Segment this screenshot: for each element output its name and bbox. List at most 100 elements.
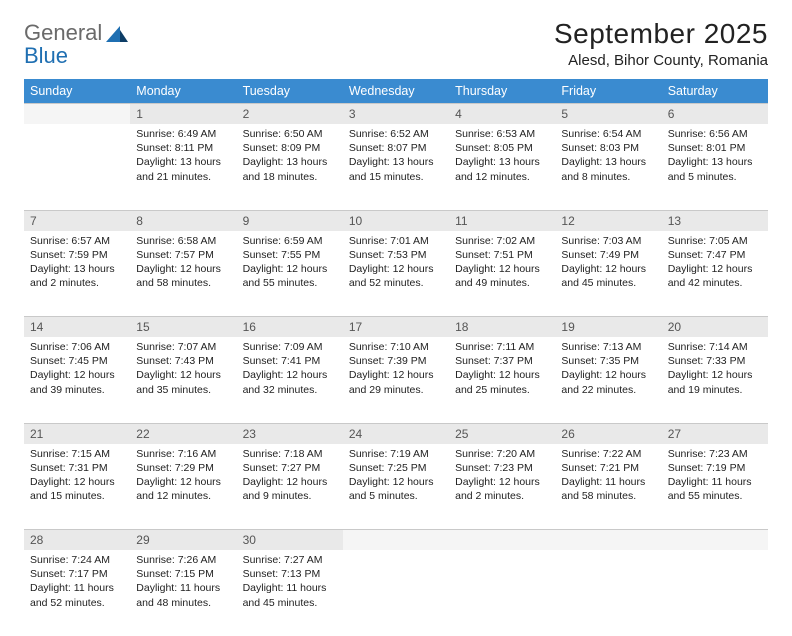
day-cell: Sunrise: 7:23 AMSunset: 7:19 PMDaylight:… <box>662 444 768 530</box>
day-cell: Sunrise: 6:56 AMSunset: 8:01 PMDaylight:… <box>662 124 768 210</box>
day-details: Sunrise: 6:53 AMSunset: 8:05 PMDaylight:… <box>455 124 549 184</box>
day-details: Sunrise: 7:09 AMSunset: 7:41 PMDaylight:… <box>243 337 337 397</box>
week-row: Sunrise: 7:15 AMSunset: 7:31 PMDaylight:… <box>24 444 768 530</box>
daynum-row: 282930 <box>24 530 768 551</box>
day-number: 13 <box>662 210 768 231</box>
day-cell: Sunrise: 7:18 AMSunset: 7:27 PMDaylight:… <box>237 444 343 530</box>
week-row: Sunrise: 6:49 AMSunset: 8:11 PMDaylight:… <box>24 124 768 210</box>
daynum-row: 21222324252627 <box>24 423 768 444</box>
day-cell: Sunrise: 7:05 AMSunset: 7:47 PMDaylight:… <box>662 231 768 317</box>
day-number: 3 <box>343 104 449 125</box>
day-cell: Sunrise: 6:50 AMSunset: 8:09 PMDaylight:… <box>237 124 343 210</box>
day-number: 7 <box>24 210 130 231</box>
day-number: 17 <box>343 317 449 338</box>
day-details: Sunrise: 7:13 AMSunset: 7:35 PMDaylight:… <box>561 337 655 397</box>
day-number <box>24 104 130 125</box>
day-cell: Sunrise: 7:15 AMSunset: 7:31 PMDaylight:… <box>24 444 130 530</box>
month-title: September 2025 <box>554 18 768 50</box>
week-row: Sunrise: 7:06 AMSunset: 7:45 PMDaylight:… <box>24 337 768 423</box>
day-number: 25 <box>449 423 555 444</box>
weekday-header: Thursday <box>449 79 555 104</box>
day-number: 22 <box>130 423 236 444</box>
day-cell: Sunrise: 6:49 AMSunset: 8:11 PMDaylight:… <box>130 124 236 210</box>
day-cell <box>24 124 130 210</box>
day-number: 11 <box>449 210 555 231</box>
day-cell: Sunrise: 7:09 AMSunset: 7:41 PMDaylight:… <box>237 337 343 423</box>
daynum-row: 14151617181920 <box>24 317 768 338</box>
daynum-row: 123456 <box>24 104 768 125</box>
day-cell: Sunrise: 7:06 AMSunset: 7:45 PMDaylight:… <box>24 337 130 423</box>
logo: General Blue <box>24 18 128 68</box>
day-details: Sunrise: 7:03 AMSunset: 7:49 PMDaylight:… <box>561 231 655 291</box>
day-cell: Sunrise: 7:11 AMSunset: 7:37 PMDaylight:… <box>449 337 555 423</box>
day-number: 14 <box>24 317 130 338</box>
day-cell <box>343 550 449 636</box>
day-details: Sunrise: 7:24 AMSunset: 7:17 PMDaylight:… <box>30 550 124 610</box>
day-cell <box>449 550 555 636</box>
location: Alesd, Bihor County, Romania <box>554 52 768 69</box>
logo-word1: General <box>24 20 102 45</box>
day-number <box>555 530 661 551</box>
day-number: 28 <box>24 530 130 551</box>
day-cell: Sunrise: 7:03 AMSunset: 7:49 PMDaylight:… <box>555 231 661 317</box>
day-details: Sunrise: 6:54 AMSunset: 8:03 PMDaylight:… <box>561 124 655 184</box>
day-number: 20 <box>662 317 768 338</box>
day-cell: Sunrise: 7:27 AMSunset: 7:13 PMDaylight:… <box>237 550 343 636</box>
day-cell: Sunrise: 6:53 AMSunset: 8:05 PMDaylight:… <box>449 124 555 210</box>
day-number: 23 <box>237 423 343 444</box>
day-cell: Sunrise: 7:07 AMSunset: 7:43 PMDaylight:… <box>130 337 236 423</box>
day-cell: Sunrise: 6:58 AMSunset: 7:57 PMDaylight:… <box>130 231 236 317</box>
week-row: Sunrise: 7:24 AMSunset: 7:17 PMDaylight:… <box>24 550 768 636</box>
day-cell: Sunrise: 6:54 AMSunset: 8:03 PMDaylight:… <box>555 124 661 210</box>
day-number: 21 <box>24 423 130 444</box>
day-cell: Sunrise: 7:14 AMSunset: 7:33 PMDaylight:… <box>662 337 768 423</box>
weekday-header: Tuesday <box>237 79 343 104</box>
day-number <box>343 530 449 551</box>
day-number: 19 <box>555 317 661 338</box>
day-cell: Sunrise: 7:19 AMSunset: 7:25 PMDaylight:… <box>343 444 449 530</box>
day-number <box>449 530 555 551</box>
day-cell: Sunrise: 7:13 AMSunset: 7:35 PMDaylight:… <box>555 337 661 423</box>
day-details: Sunrise: 7:18 AMSunset: 7:27 PMDaylight:… <box>243 444 337 504</box>
day-details: Sunrise: 7:01 AMSunset: 7:53 PMDaylight:… <box>349 231 443 291</box>
week-row: Sunrise: 6:57 AMSunset: 7:59 PMDaylight:… <box>24 231 768 317</box>
day-number: 16 <box>237 317 343 338</box>
day-details: Sunrise: 7:20 AMSunset: 7:23 PMDaylight:… <box>455 444 549 504</box>
weekday-header-row: SundayMondayTuesdayWednesdayThursdayFrid… <box>24 79 768 104</box>
day-cell: Sunrise: 7:01 AMSunset: 7:53 PMDaylight:… <box>343 231 449 317</box>
day-details: Sunrise: 7:22 AMSunset: 7:21 PMDaylight:… <box>561 444 655 504</box>
day-number: 5 <box>555 104 661 125</box>
day-cell <box>555 550 661 636</box>
weekday-header: Saturday <box>662 79 768 104</box>
day-cell: Sunrise: 6:57 AMSunset: 7:59 PMDaylight:… <box>24 231 130 317</box>
daynum-row: 78910111213 <box>24 210 768 231</box>
day-number: 8 <box>130 210 236 231</box>
title-block: September 2025 Alesd, Bihor County, Roma… <box>554 18 768 69</box>
day-details: Sunrise: 7:27 AMSunset: 7:13 PMDaylight:… <box>243 550 337 610</box>
day-details: Sunrise: 7:02 AMSunset: 7:51 PMDaylight:… <box>455 231 549 291</box>
day-details: Sunrise: 6:57 AMSunset: 7:59 PMDaylight:… <box>30 231 124 291</box>
day-number: 9 <box>237 210 343 231</box>
day-details: Sunrise: 7:23 AMSunset: 7:19 PMDaylight:… <box>668 444 762 504</box>
weekday-header: Monday <box>130 79 236 104</box>
day-details: Sunrise: 6:56 AMSunset: 8:01 PMDaylight:… <box>668 124 762 184</box>
day-details: Sunrise: 7:11 AMSunset: 7:37 PMDaylight:… <box>455 337 549 397</box>
day-number: 12 <box>555 210 661 231</box>
day-details: Sunrise: 7:05 AMSunset: 7:47 PMDaylight:… <box>668 231 762 291</box>
day-number: 26 <box>555 423 661 444</box>
day-details: Sunrise: 7:07 AMSunset: 7:43 PMDaylight:… <box>136 337 230 397</box>
day-details: Sunrise: 7:10 AMSunset: 7:39 PMDaylight:… <box>349 337 443 397</box>
day-number: 1 <box>130 104 236 125</box>
header: General Blue September 2025 Alesd, Bihor… <box>24 18 768 69</box>
day-number: 27 <box>662 423 768 444</box>
calendar-table: SundayMondayTuesdayWednesdayThursdayFrid… <box>24 79 768 636</box>
day-details: Sunrise: 6:50 AMSunset: 8:09 PMDaylight:… <box>243 124 337 184</box>
day-details: Sunrise: 6:58 AMSunset: 7:57 PMDaylight:… <box>136 231 230 291</box>
day-cell <box>662 550 768 636</box>
day-number: 15 <box>130 317 236 338</box>
day-details: Sunrise: 7:16 AMSunset: 7:29 PMDaylight:… <box>136 444 230 504</box>
day-details: Sunrise: 7:14 AMSunset: 7:33 PMDaylight:… <box>668 337 762 397</box>
day-number: 24 <box>343 423 449 444</box>
logo-mark-icon <box>106 24 128 42</box>
day-cell: Sunrise: 6:59 AMSunset: 7:55 PMDaylight:… <box>237 231 343 317</box>
